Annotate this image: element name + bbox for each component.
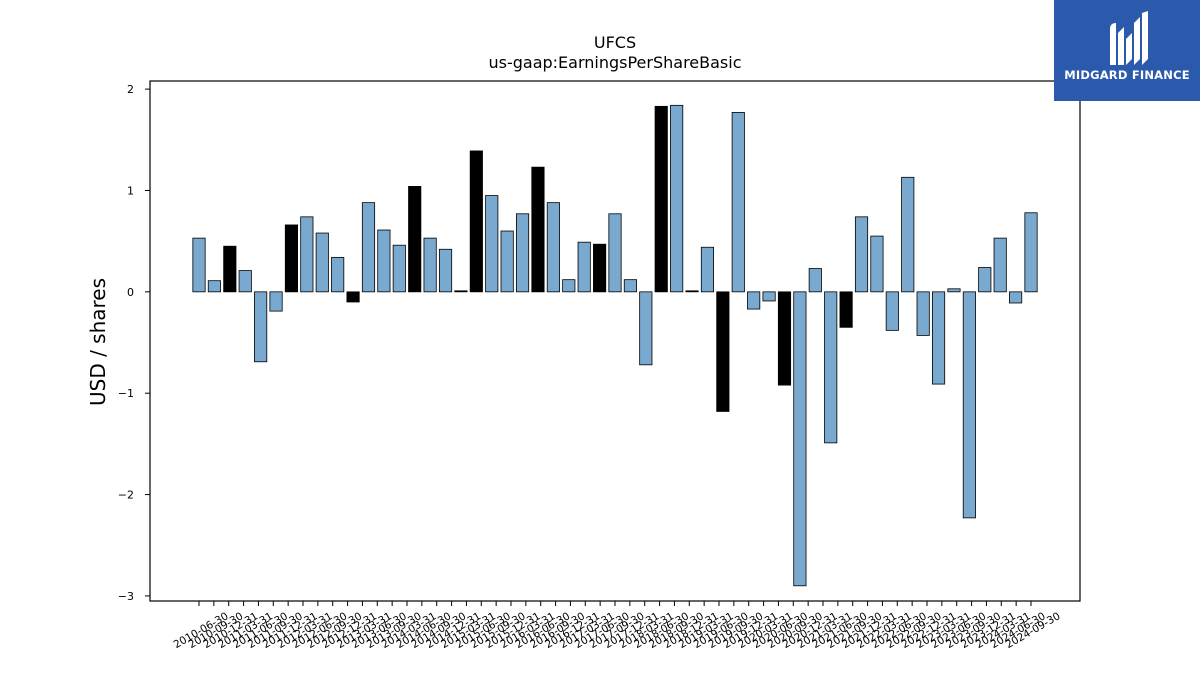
bar: [962, 291, 976, 519]
bar: [331, 256, 345, 293]
bar: [454, 290, 468, 293]
y-tick-label: 2: [127, 83, 134, 96]
bar: [284, 224, 299, 293]
bar: [854, 216, 869, 293]
bar: [731, 112, 745, 293]
bar: [192, 237, 206, 293]
bar: [377, 229, 391, 293]
bar: [269, 291, 283, 312]
y-axis-label: USD / shares: [86, 278, 110, 406]
bar: [947, 288, 961, 293]
brand-logo: MIDGARD FINANCE: [1054, 0, 1200, 101]
bar: [824, 291, 838, 444]
bar: [361, 202, 376, 293]
bar: [885, 291, 899, 331]
bar: [639, 291, 653, 366]
bar: [993, 237, 1007, 293]
bar: [716, 291, 730, 412]
bar: [593, 243, 607, 293]
bar: [408, 186, 422, 293]
bars-group: [192, 104, 1038, 587]
bar: [654, 105, 668, 293]
bar: [1024, 212, 1038, 293]
bar: [762, 291, 776, 302]
bar: [485, 195, 499, 293]
bar: [223, 245, 237, 293]
logo-text: MIDGARD FINANCE: [1064, 68, 1190, 82]
bar: [515, 213, 530, 293]
bar: [423, 237, 437, 293]
bar: [546, 202, 560, 293]
bar: [500, 230, 514, 293]
x-ticks-group: 2010-06-302010-09-302010-12-312011-03-31…: [172, 601, 1063, 651]
bar: [608, 213, 622, 293]
midgard-logo-icon: [1110, 11, 1148, 65]
y-ticks-group: 2 1 0 −1 −2 −3: [118, 83, 150, 603]
bar: [808, 268, 822, 293]
bar: [793, 291, 807, 587]
bar: [931, 291, 946, 385]
bar: [1009, 291, 1023, 304]
y-tick-label: −1: [118, 387, 134, 400]
bar: [777, 291, 792, 386]
bar: [577, 241, 591, 293]
bar: [562, 279, 576, 293]
bar: [978, 267, 992, 293]
chart-subtitle: us-gaap:EarningsPerShareBasic: [488, 53, 741, 72]
bar: [438, 248, 453, 293]
bar: [531, 166, 545, 293]
chart-title: UFCS: [594, 33, 636, 52]
bar: [747, 291, 761, 310]
bar: [623, 279, 637, 293]
bar: [870, 235, 884, 293]
bar: [700, 246, 715, 293]
bar: [670, 104, 684, 293]
bar: [469, 150, 483, 293]
bar: [916, 291, 930, 336]
plot-frame: [149, 80, 1081, 602]
bar: [300, 216, 314, 293]
bar: [238, 270, 252, 293]
bar: [392, 244, 406, 293]
bar: [839, 291, 853, 328]
y-tick-label: −3: [118, 590, 134, 603]
bar: [901, 176, 915, 293]
bar: [685, 290, 699, 293]
bar: [346, 291, 360, 303]
bar: [207, 280, 221, 293]
y-tick-label: 1: [127, 184, 134, 197]
y-tick-label: −2: [118, 489, 134, 502]
bar: [254, 291, 268, 363]
bar: [315, 232, 329, 293]
y-tick-label: 0: [127, 286, 134, 299]
